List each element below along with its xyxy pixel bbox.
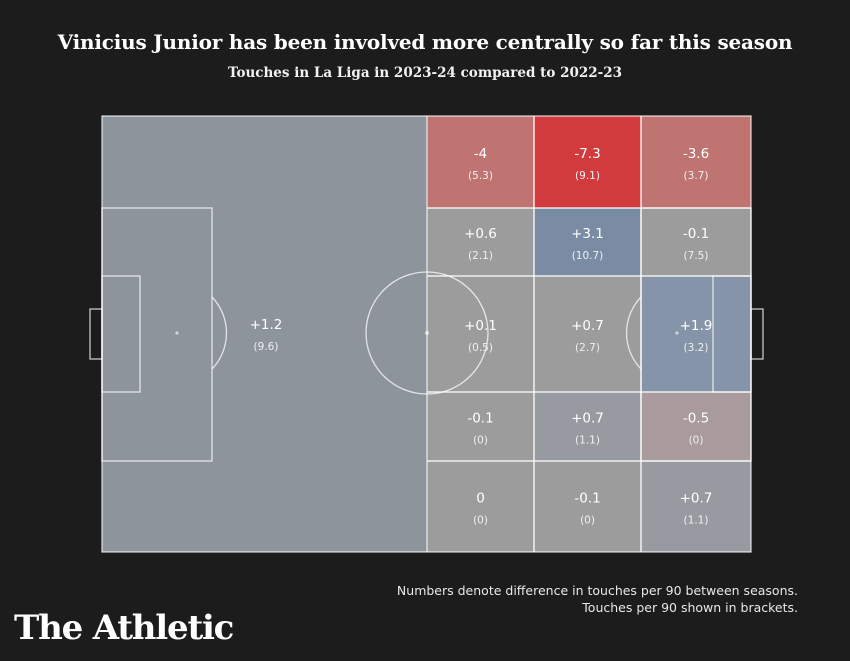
- left-penalty-arc: [211, 296, 228, 370]
- zone-cell-r2-c1-diff: +0.7: [571, 318, 604, 334]
- zone-cell-r2-c2-diff: +1.9: [680, 318, 713, 334]
- zone-cell-r1-c2-per90: (7.5): [684, 250, 709, 262]
- brand-logo: The Athletic: [14, 608, 234, 648]
- zone-cell-r3-c1-per90: (1.1): [575, 435, 600, 447]
- zone-cell-r0-c1-diff: -7.3: [574, 146, 600, 162]
- zone-cell-r1-c0: [427, 208, 534, 276]
- zone-cell-r0-c1-per90: (9.1): [575, 170, 600, 182]
- zone-cell-r4-c1-diff: -0.1: [574, 491, 600, 507]
- grid-lines: [427, 116, 751, 552]
- zone-cell-r0-c2: [641, 116, 751, 208]
- zone-cell-r0-c0: [427, 116, 534, 208]
- right-penalty-arc: [625, 296, 642, 370]
- zone-cell-r3-c2: [641, 392, 751, 461]
- zone-cell-r2-c0: [427, 276, 534, 392]
- footnote-line-1: Numbers denote difference in touches per…: [396, 583, 798, 598]
- zone-cell-r1-c0-per90: (2.1): [468, 250, 493, 262]
- zone-labels: +1.2 (9.6) -4 (5.3) -7.3 (9.1) -3.6 (3.7) +0.6 (2…: [250, 146, 713, 527]
- zone-cell-r1-c1: [534, 208, 641, 276]
- zone-cell-r2-c2: [641, 276, 751, 392]
- chart-title: Vinicius Junior has been involved more c…: [57, 30, 793, 54]
- zone-cell-r1-c1-per90: (10.7): [572, 250, 604, 262]
- zone-cell-r2-c1-per90: (2.7): [575, 342, 600, 354]
- zone-cell-r2-c1: [534, 276, 641, 392]
- zone-cell-r0-c1: [534, 116, 641, 208]
- own-half-zone: [102, 116, 427, 552]
- zone-cell-r0-c0-diff: -4: [474, 146, 487, 162]
- zone-cell-r4-c0-per90: (0): [473, 515, 488, 527]
- own-half-per90: (9.6): [254, 341, 279, 353]
- zone-cell-r2-c0-per90: (0.5): [468, 342, 493, 354]
- centre-circle: [365, 271, 489, 395]
- zone-cell-r2-c2-per90: (3.2): [684, 342, 709, 354]
- zone-cell-r4-c2-per90: (1.1): [684, 515, 709, 527]
- zone-cell-r3-c0-per90: (0): [473, 435, 488, 447]
- zone-cell-r0-c2-diff: -3.6: [683, 146, 709, 162]
- right-penalty-spot: [675, 331, 679, 335]
- zone-cell-r3-c0: [427, 392, 534, 461]
- left-penalty-spot: [175, 331, 179, 335]
- zone-cell-r4-c1: [534, 461, 641, 552]
- zone-cell-r4-c2: [641, 461, 751, 552]
- zone-cell-r4-c0: [427, 461, 534, 552]
- zone-cell-r3-c1-diff: +0.7: [571, 411, 604, 427]
- own-half-diff: +1.2: [250, 317, 283, 333]
- zone-cell-r3-c1: [534, 392, 641, 461]
- zone-cell-r1-c2: [641, 208, 751, 276]
- zone-cell-r2-c0-diff: +0.1: [464, 318, 497, 334]
- zone-cell-r4-c1-per90: (0): [580, 515, 595, 527]
- zone-cell-r0-c2-per90: (3.7): [684, 170, 709, 182]
- zone-cell-r3-c2-per90: (0): [689, 435, 704, 447]
- zone-cell-r1-c0-diff: +0.6: [464, 226, 497, 242]
- chart-subtitle: Touches in La Liga in 2023-24 compared t…: [227, 65, 623, 81]
- centre-spot: [425, 331, 429, 335]
- right-goal: [750, 308, 764, 360]
- zone-cell-r3-c0-diff: -0.1: [467, 411, 493, 427]
- zone-cell-r1-c2-diff: -0.1: [683, 226, 709, 242]
- left-goal: [89, 308, 103, 360]
- zones-layer: [102, 116, 751, 552]
- zone-cell-r0-c0-per90: (5.3): [468, 170, 493, 182]
- zone-cell-r4-c2-diff: +0.7: [680, 491, 713, 507]
- zone-cell-r3-c2-diff: -0.5: [683, 411, 709, 427]
- zone-cell-r4-c0-diff: 0: [476, 491, 485, 507]
- footnote-line-2: Touches per 90 shown in brackets.: [582, 600, 798, 615]
- zone-cell-r1-c1-diff: +3.1: [571, 226, 604, 242]
